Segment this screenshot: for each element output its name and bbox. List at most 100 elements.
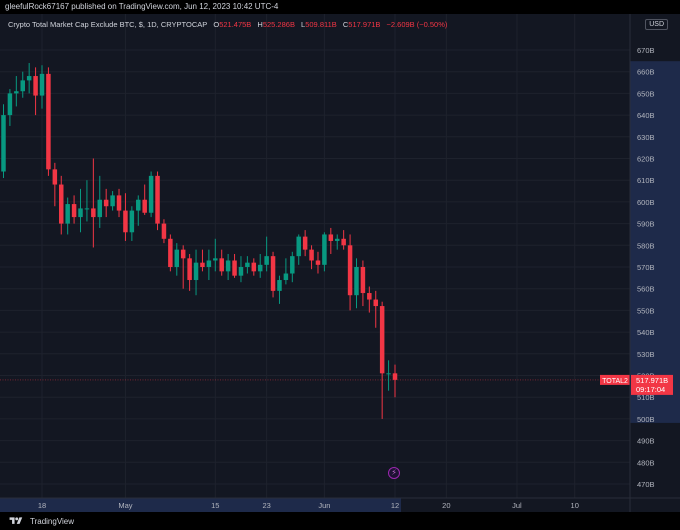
candle-body[interactable] — [78, 208, 83, 218]
candle-body[interactable] — [309, 249, 314, 261]
candle-body[interactable] — [213, 258, 218, 261]
candle-body[interactable] — [97, 199, 103, 218]
last-price-tag[interactable] — [631, 374, 673, 395]
candle-body[interactable] — [1, 115, 6, 172]
candle-body[interactable] — [59, 184, 64, 224]
candle-body[interactable] — [123, 210, 128, 233]
candle-body[interactable] — [142, 199, 147, 213]
candle-body[interactable] — [14, 91, 19, 94]
time-tick-label: 23 — [262, 501, 270, 510]
candle-body[interactable] — [84, 208, 90, 210]
candle-body[interactable] — [116, 195, 122, 211]
close-value: 517.971B — [348, 20, 381, 29]
high-label: H — [257, 20, 263, 29]
candle-body[interactable] — [328, 234, 334, 241]
candle-body[interactable] — [46, 73, 51, 170]
candle-body[interactable] — [277, 280, 282, 291]
symbol-tag — [600, 374, 630, 385]
candle-body[interactable] — [225, 260, 231, 272]
candle-body[interactable] — [52, 169, 58, 185]
candle-body[interactable] — [26, 76, 32, 81]
candle-body[interactable] — [33, 76, 38, 96]
price-tick-label: 490B — [637, 437, 655, 446]
chart-area[interactable]: 670B 660B 650B 640B 630B 620B 610B 600B 590B 580B… — [0, 14, 680, 512]
open-value: 521.475B — [219, 20, 252, 29]
price-tick-label: 500B — [637, 415, 655, 424]
candle-body[interactable] — [174, 249, 180, 267]
candle-body[interactable] — [200, 262, 205, 267]
candle-body[interactable] — [103, 199, 109, 207]
candle-body[interactable] — [148, 175, 154, 213]
candle-body[interactable] — [238, 267, 244, 276]
candle-body[interactable] — [386, 373, 391, 375]
price-tick-label: 540B — [637, 328, 655, 337]
candle-body[interactable] — [20, 80, 25, 92]
candle-body[interactable] — [283, 273, 289, 281]
symbol-title[interactable]: Crypto Total Market Cap Exclude BTC, $, … — [8, 20, 208, 29]
candle-body[interactable] — [334, 238, 340, 241]
candle-body[interactable] — [39, 73, 45, 96]
price-tick-label: 470B — [637, 480, 655, 489]
candle-body[interactable] — [245, 262, 250, 267]
candle-body[interactable] — [180, 249, 186, 259]
lightning-event-icon[interactable]: ⚡ — [388, 467, 400, 479]
time-tick-label: 12 — [391, 501, 399, 510]
price-tick-label: 670B — [637, 46, 655, 55]
candle-body[interactable] — [341, 238, 346, 246]
price-tick-label: 650B — [637, 89, 655, 98]
candle-body[interactable] — [110, 195, 115, 207]
candle-body[interactable] — [270, 256, 276, 291]
candle-body[interactable] — [290, 256, 295, 274]
tradingview-brand[interactable]: TradingView — [30, 516, 75, 526]
candle-body[interactable] — [373, 299, 378, 307]
candle-body[interactable] — [347, 245, 353, 296]
candle-body[interactable] — [264, 256, 269, 265]
candle-body[interactable] — [193, 262, 199, 281]
price-tick-label: 600B — [637, 198, 655, 207]
candle-body[interactable] — [296, 236, 301, 257]
candle-body[interactable] — [257, 264, 263, 272]
candle-body[interactable] — [354, 267, 359, 296]
price-tick-label: 660B — [637, 68, 655, 77]
change-value: −2.609B (−0.50%) — [386, 20, 448, 29]
candle-body[interactable] — [322, 234, 327, 265]
candle-body[interactable] — [129, 210, 135, 233]
candle-body[interactable] — [367, 293, 372, 300]
price-tick-label: 590B — [637, 220, 655, 229]
candle-body[interactable] — [161, 223, 167, 239]
candle-body[interactable] — [7, 93, 13, 116]
candle-body[interactable] — [71, 204, 77, 218]
chart-background — [0, 14, 680, 512]
low-label: L — [301, 20, 306, 29]
high-value: 525.286B — [262, 20, 295, 29]
symbol-legend: Crypto Total Market Cap Exclude BTC, $, … — [8, 20, 451, 29]
price-tick-label: 530B — [637, 350, 655, 359]
time-tick-label: Jul — [512, 501, 522, 510]
price-chart[interactable]: 670B 660B 650B 640B 630B 620B 610B 600B 590B 580B… — [0, 14, 680, 512]
currency-selector[interactable]: USD — [645, 19, 668, 30]
candle-body[interactable] — [136, 199, 141, 211]
candle-body[interactable] — [315, 260, 321, 265]
time-tick-label: 15 — [211, 501, 219, 510]
open-label: O — [213, 20, 220, 29]
candle-body[interactable] — [91, 208, 96, 218]
candle-body[interactable] — [187, 258, 192, 281]
price-tick-label: 630B — [637, 133, 655, 142]
candle-body[interactable] — [232, 260, 237, 276]
candle-body[interactable] — [219, 258, 224, 272]
price-tick-label: 640B — [637, 111, 655, 120]
candle-body[interactable] — [302, 236, 308, 250]
candle-body[interactable] — [251, 262, 257, 272]
candle-body[interactable] — [360, 267, 366, 294]
candle-body[interactable] — [392, 373, 398, 380]
price-tick-label: 620B — [637, 155, 655, 164]
low-value: 509.811B — [305, 20, 337, 29]
candle-body[interactable] — [206, 260, 212, 267]
candle-body[interactable] — [65, 204, 70, 224]
candle-body[interactable] — [155, 175, 160, 224]
publisher-bar: gleefulRock67167 published on TradingVie… — [0, 0, 680, 14]
candle-body[interactable] — [379, 306, 385, 374]
tradingview-logo-icon — [9, 517, 23, 524]
candle-body[interactable] — [168, 238, 173, 267]
close-label: C — [342, 20, 349, 29]
